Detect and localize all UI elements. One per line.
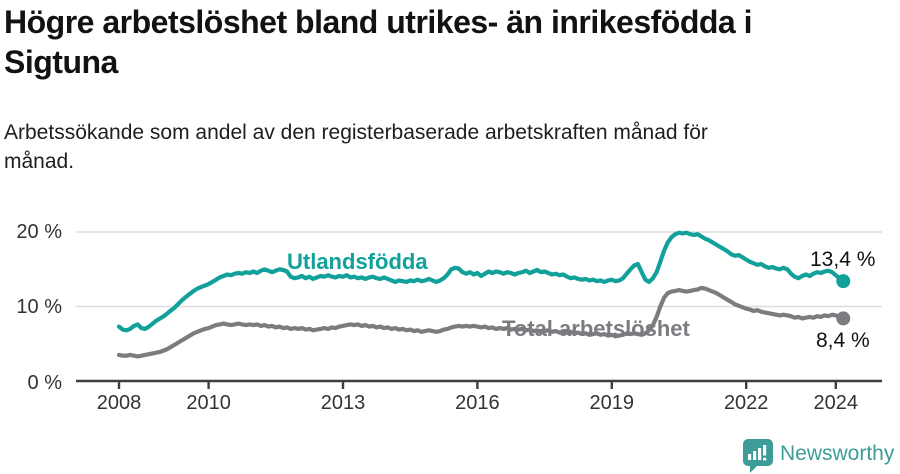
x-tick-label-2022: 2022 <box>723 392 769 414</box>
series-line-1 <box>116 285 846 359</box>
title-line-1: Högre arbetslöshet bland utrikes- än inr… <box>4 4 753 40</box>
newsworthy-wordmark: Newsworthy <box>780 442 895 465</box>
subtitle-line-1: Arbetssökande som andel av den registerb… <box>4 121 708 144</box>
x-tick-label-2013: 2013 <box>320 392 366 414</box>
y-tick-label-0: 0 % <box>27 372 62 394</box>
x-tick-label-2008: 2008 <box>96 392 142 414</box>
end-value-label-utlandsfodda: 13,4 % <box>810 248 876 271</box>
end-value-label-total: 8,4 % <box>816 329 870 352</box>
series-end-dot-0 <box>836 274 851 289</box>
x-tick-label-2024: 2024 <box>813 392 859 414</box>
x-tick-label-2010: 2010 <box>186 392 231 414</box>
series-label-total-arbetsloshet: Total arbetslöshet <box>502 316 690 341</box>
newsworthy-logo: Newsworthy <box>743 439 894 473</box>
y-tick-label-10: 10 % <box>16 295 62 318</box>
title-line-2: Sigtuna <box>4 44 118 80</box>
x-tick-label-2019: 2019 <box>589 392 635 414</box>
page-title: Högre arbetslöshet bland utrikes- än inr… <box>4 2 884 82</box>
y-tick-label-20: 20 % <box>16 221 62 243</box>
chart-subtitle: Arbetssökande som andel av den registerb… <box>4 118 864 176</box>
series-label-utlandsfodda: Utlandsfödda <box>287 249 428 274</box>
x-tick-label-2016: 2016 <box>455 392 500 414</box>
series-end-dot-1 <box>836 311 851 326</box>
series-line-0 <box>116 230 846 333</box>
subtitle-line-2: månad. <box>4 150 75 173</box>
newsworthy-icon <box>743 439 773 473</box>
